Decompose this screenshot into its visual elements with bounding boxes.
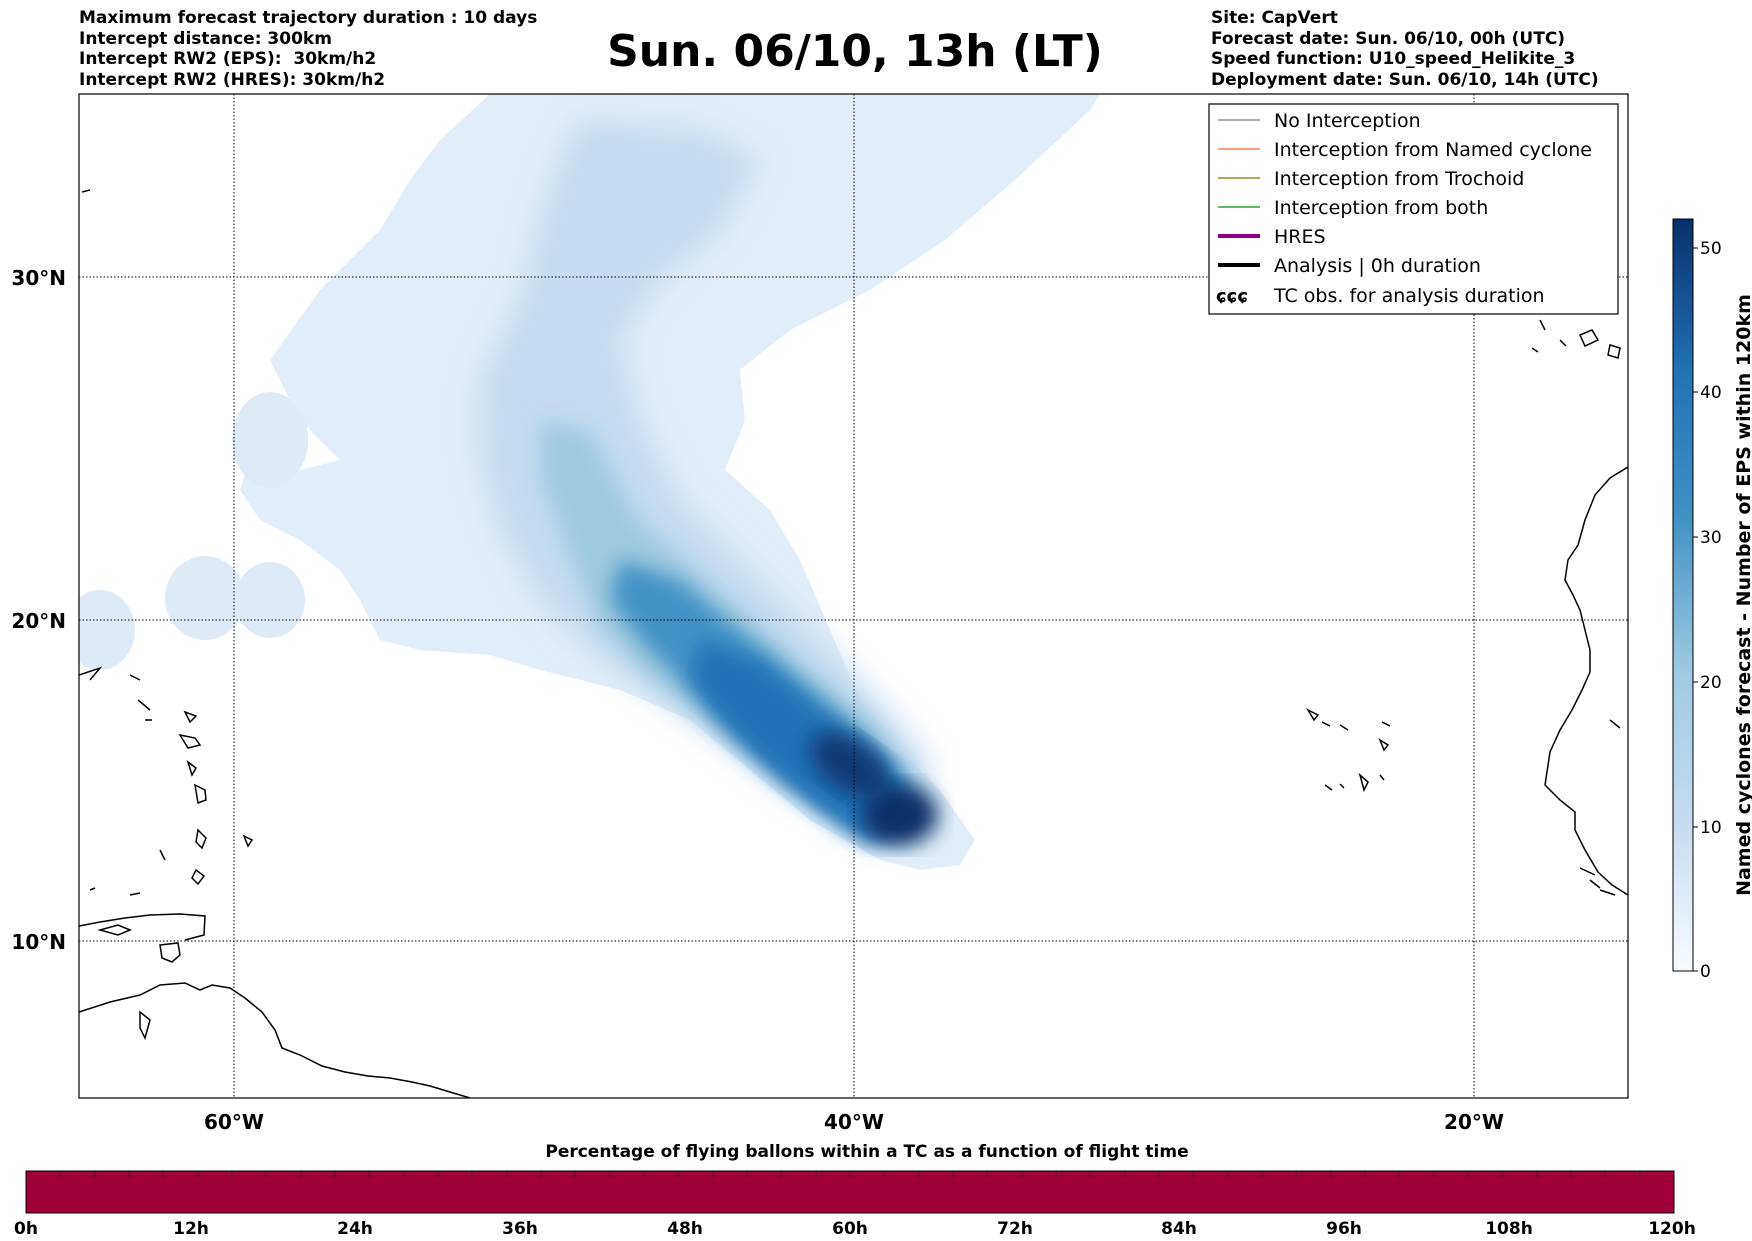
lon-label-60w: 60°W: [204, 1110, 264, 1134]
legend-item-named-cyclone: Interception from Named cyclone: [1218, 139, 1592, 161]
timebar-label-36h: 36h: [502, 1219, 538, 1239]
legend-label-both: Interception from both: [1274, 197, 1488, 219]
timebar-label-84h: 84h: [1161, 1219, 1197, 1239]
page-title: Sun. 06/10, 13h (LT): [607, 26, 1103, 77]
legend-label-no-interception: No Interception: [1274, 110, 1421, 132]
density-blob: [235, 562, 305, 638]
legend-item-no-interception: No Interception: [1218, 110, 1421, 132]
legend-item-tc-obs: ɕɕɕ TC obs. for analysis duration: [1216, 285, 1545, 307]
site-text: Site: CapVert: [1211, 8, 1338, 28]
grid-lines: [79, 94, 1628, 1098]
intercept-hres-text: Intercept RW2 (HRES): 30km/h2: [79, 69, 386, 90]
legend-label-tc-obs: TC obs. for analysis duration: [1273, 285, 1545, 307]
virgin-islands: [79, 666, 151, 711]
intercept-eps-text: Intercept RW2 (EPS): 30km/h2: [79, 49, 377, 69]
timebar-label-12h: 12h: [173, 1219, 209, 1239]
density-blob: [165, 556, 245, 640]
timebar-label-108h: 108h: [1485, 1219, 1533, 1239]
timebar-label-72h: 72h: [997, 1219, 1033, 1239]
timebar-label-24h: 24h: [337, 1219, 373, 1239]
header-right-info: Site: CapVert Forecast date: Sun. 06/10,…: [1211, 8, 1599, 90]
timebar-ticks: [59, 1171, 1641, 1177]
forecast-date-text: Forecast date: Sun. 06/10, 00h (UTC): [1211, 28, 1566, 49]
lesser-antilles-6: [183, 710, 198, 724]
timebar-label-60h: 60h: [832, 1219, 868, 1239]
africa-coast-islands: [1579, 719, 1621, 896]
africa-coast: [1544, 466, 1628, 896]
legend-label-hres: HRES: [1274, 226, 1326, 248]
coastlines: [79, 189, 1628, 1098]
barbados: [242, 834, 254, 848]
density-mid: [480, 120, 930, 830]
timebar-fill: [25, 1170, 1675, 1214]
colorbar-ticks: [1693, 247, 1698, 972]
legend-label-analysis: Analysis | 0h duration: [1274, 255, 1481, 277]
lesser-antilles-5: [178, 733, 202, 749]
flight-time-bar: Percentage of flying ballons within a TC…: [14, 1142, 1696, 1239]
max-duration-text: Maximum forecast trajectory duration : 1…: [79, 8, 538, 28]
lat-label-20n: 20°N: [11, 609, 66, 633]
lat-label-30n: 30°N: [11, 266, 66, 290]
timebar-label-0h: 0h: [14, 1219, 38, 1239]
lesser-antilles-1: [191, 868, 206, 886]
colorbar-tick-0: 0: [1700, 962, 1711, 982]
legend-label-trochoid: Interception from Trochoid: [1274, 168, 1524, 190]
cape-verde-islands: [1306, 708, 1391, 793]
legend-item-trochoid: Interception from Trochoid: [1218, 168, 1524, 190]
speed-function-text: Speed function: U10_speed_Helikite_3: [1211, 49, 1576, 69]
legend-label-named-cyclone: Interception from Named cyclone: [1274, 139, 1592, 161]
caribbean-small-islands: [89, 719, 166, 1041]
tc-symbol-icon: ɕɕɕ: [1216, 286, 1248, 307]
lesser-antilles-4: [186, 760, 197, 777]
density-blob: [232, 392, 308, 488]
colorbar-gradient: [1672, 218, 1694, 972]
canary-islands: [1531, 319, 1621, 359]
density-colorbar: 0 10 20 30 40 50 Named cyclones forecast…: [1672, 218, 1752, 982]
map-legend: No Interception Interception from Named …: [1208, 103, 1619, 315]
map-frame: [78, 93, 1629, 1099]
timebar-label-48h: 48h: [667, 1219, 703, 1239]
timebar-label-120h: 120h: [1648, 1219, 1696, 1239]
density-blob: [79, 590, 135, 670]
header-left-info: Maximum forecast trajectory duration : 1…: [79, 8, 537, 90]
intercept-distance-text: Intercept distance: 300km: [79, 28, 332, 49]
south-america-coast: [79, 982, 471, 1098]
colorbar-label: Named cyclones forecast - Number of EPS …: [1733, 294, 1752, 896]
azores-fragment: [81, 189, 91, 193]
colorbar-tick-20: 20: [1700, 673, 1722, 693]
density-field: [79, 94, 1100, 870]
lon-label-40w: 40°W: [824, 1110, 884, 1134]
map-area: 30°N 20°N 10°N 60°W 40°W 20°W: [11, 93, 1629, 1134]
lat-label-10n: 10°N: [11, 930, 66, 954]
colorbar-tick-30: 30: [1700, 528, 1722, 548]
deployment-date-text: Deployment date: Sun. 06/10, 14h (UTC): [1211, 69, 1599, 90]
colorbar-tick-50: 50: [1700, 239, 1722, 259]
colorbar-tick-40: 40: [1700, 383, 1722, 403]
trinidad: [159, 942, 181, 963]
lesser-antilles-2: [195, 828, 207, 850]
timebar-label-96h: 96h: [1326, 1219, 1362, 1239]
legend-item-both: Interception from both: [1218, 197, 1488, 219]
colorbar-tick-10: 10: [1700, 818, 1722, 838]
lesser-antilles-3: [194, 783, 207, 805]
legend-item-analysis: Analysis | 0h duration: [1218, 255, 1481, 277]
venezuela-islands: [97, 924, 132, 936]
legend-frame: [1208, 103, 1619, 315]
lon-label-20w: 20°W: [1444, 1110, 1504, 1134]
density-maximum: [810, 731, 890, 799]
legend-item-hres: HRES: [1218, 226, 1326, 248]
timebar-title: Percentage of flying ballons within a TC…: [545, 1142, 1188, 1162]
caribbean-coast-west: [79, 913, 206, 941]
density-maximum: [862, 785, 938, 845]
